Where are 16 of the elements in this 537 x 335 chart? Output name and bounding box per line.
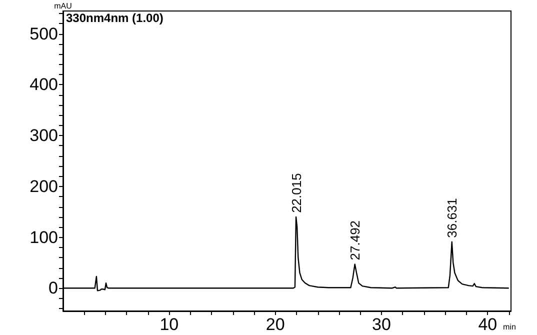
annotation: 22.015 bbox=[289, 173, 304, 213]
annotation: 36.631 bbox=[444, 198, 460, 238]
annotation: 27.492 bbox=[347, 220, 362, 260]
y-tick-label: 300 bbox=[30, 126, 58, 146]
y-tick-label: 0 bbox=[48, 278, 58, 298]
x-axis-title: min bbox=[503, 322, 516, 332]
y-tick-label: 200 bbox=[30, 176, 58, 196]
y-axis-title: mAU bbox=[54, 2, 72, 10]
x-tick-label: 10 bbox=[160, 315, 179, 334]
x-tick-label: 40 bbox=[478, 315, 498, 334]
x-tick-label: 20 bbox=[266, 315, 285, 334]
y-tick-label: 500 bbox=[30, 24, 58, 44]
y-tick-label: 400 bbox=[30, 75, 58, 94]
x-tick-label: 30 bbox=[372, 315, 391, 334]
y-tick-label: 100 bbox=[30, 228, 58, 247]
annotation: 330nm4nm (1.00) bbox=[66, 11, 164, 25]
